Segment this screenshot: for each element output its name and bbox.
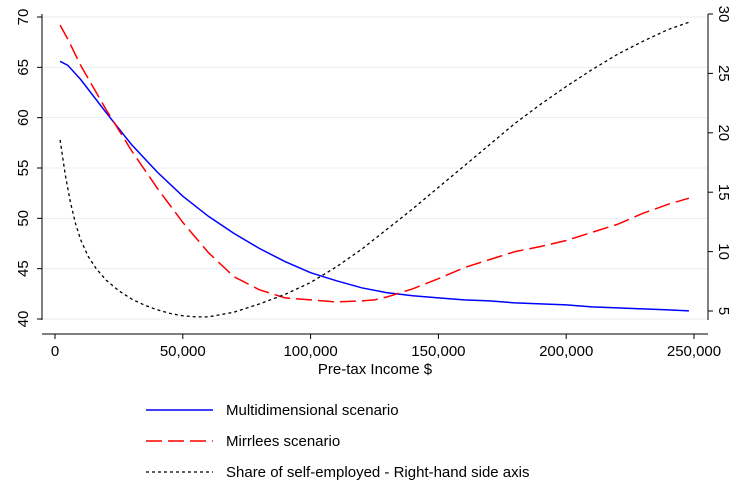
series-line-3 [59,21,690,318]
y2-tick-label: 20 [715,124,732,141]
series-line-1 [59,60,689,312]
x-tick-label: 0 [51,343,59,360]
y2-tick-label: 5 [715,307,732,315]
x-tick-label: 200,000 [539,343,593,360]
y2-tick-label: 25 [715,65,732,82]
y-tick-label: 70 [15,9,32,26]
x-tick-label: 250,000 [667,343,721,360]
y-tick-label: 65 [15,59,32,76]
legend: Multidimensional scenario Mirrlees scenar… [146,402,530,481]
y2-tick-label: 30 [715,6,732,23]
y-tick-label: 50 [15,210,32,227]
y-tick-label: 60 [15,109,32,126]
x-tick-label: 100,000 [283,343,337,360]
y-tick-label: 45 [15,260,32,277]
series-line-2 [59,24,690,303]
axes [41,14,709,335]
y2-tick-label: 15 [715,184,732,201]
y-tick-label: 55 [15,160,32,177]
x-axis-title: Pre-tax Income $ [318,361,433,378]
series-lines [59,21,690,318]
x-tick-label: 50,000 [160,343,206,360]
y-tick-label: 40 [15,311,32,328]
ticks: 40 45 50 55 60 65 70 5 10 15 20 25 30 0 50,000 100,000 1… [15,6,732,360]
legend-label-2: Mirrlees scenario [226,433,340,450]
legend-label-1: Multidimensional scenario [226,402,399,419]
x-tick-label: 150,000 [411,343,465,360]
y2-tick-label: 10 [715,243,732,260]
legend-label-3: Share of self-employed - Right-hand side… [226,464,530,481]
gridlines [42,16,708,320]
